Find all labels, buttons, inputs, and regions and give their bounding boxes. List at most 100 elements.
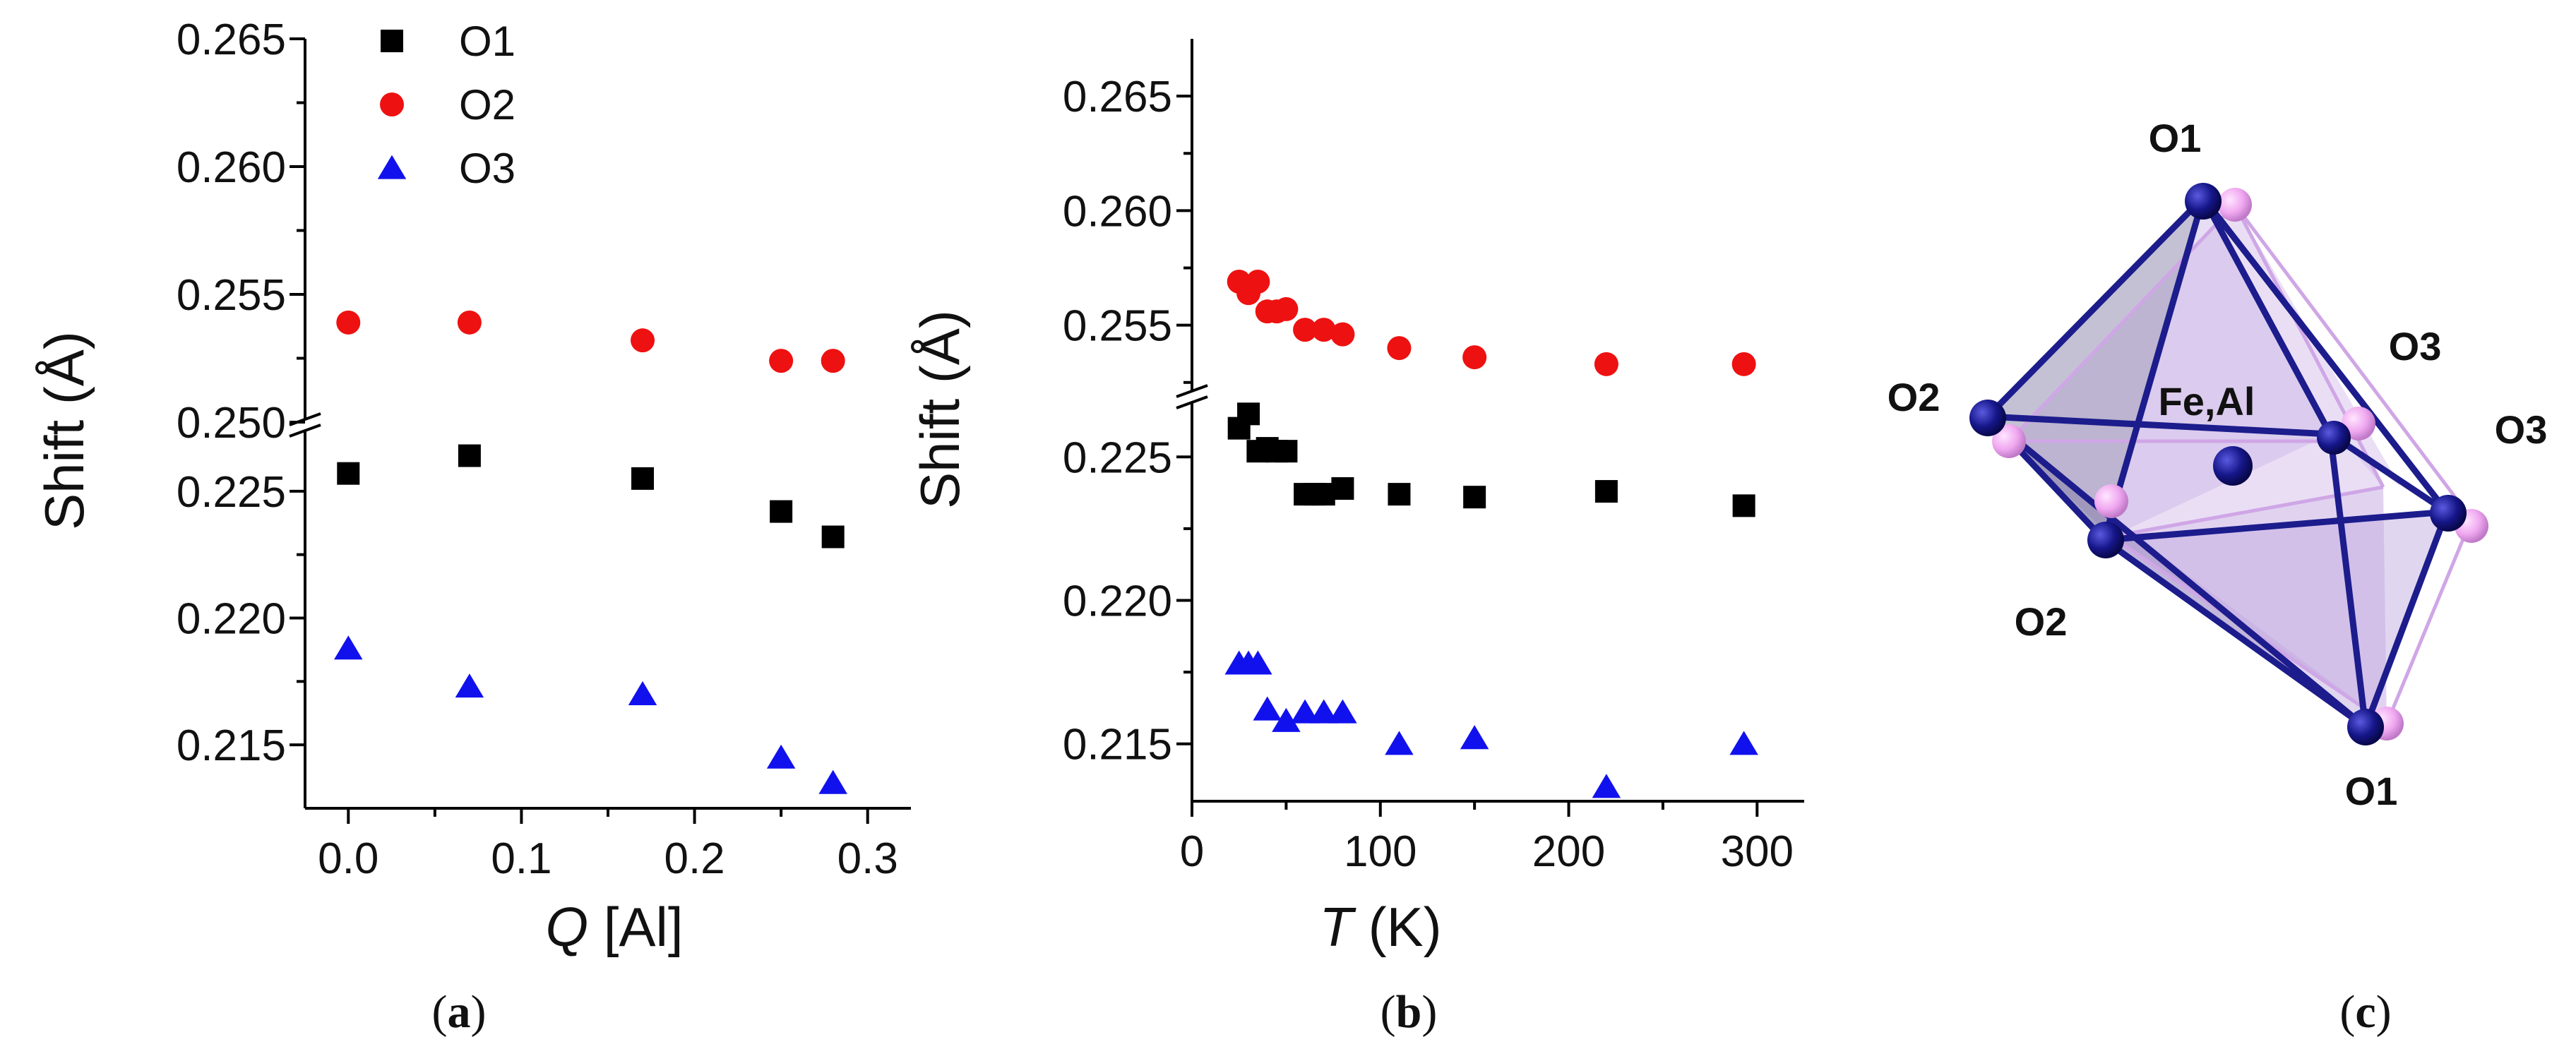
atom-o3-back-light	[2342, 407, 2375, 440]
panel-b-o3-point	[1290, 699, 1320, 724]
panel-b-o1-point	[1463, 486, 1486, 509]
panel-a-y-tick-label: 0.260	[177, 143, 286, 192]
atom-o1-top-light	[2218, 188, 2252, 222]
legend-o3-marker	[377, 155, 407, 179]
panel-a-x-tick-label: 0.1	[491, 834, 551, 883]
panel-a-o2-point	[821, 349, 845, 373]
panel-a-x-axis-variable: Q	[545, 896, 588, 958]
panel-b-y-tick-label: 0.265	[1063, 73, 1172, 121]
panel-b-o2-point	[1311, 318, 1336, 342]
panel-b-o1-point	[1732, 494, 1755, 517]
panel-b-caption: (b)	[1381, 986, 1438, 1038]
panel-b-o3-point	[1244, 650, 1272, 675]
panel-b-o1-point	[1275, 440, 1298, 463]
panel-a-o2-point	[457, 310, 482, 335]
panel-a-caption: (a)	[432, 986, 487, 1038]
panel-b-o2-point	[1594, 352, 1618, 376]
atom-o2-left-light	[1992, 424, 2026, 458]
panel-a-y-tick-label: 0.255	[177, 271, 286, 320]
panel-a-o1-point	[337, 462, 360, 485]
panel-b-x-axis-variable: T	[1319, 896, 1356, 958]
panel-a-x-tick-label: 0.2	[664, 834, 724, 883]
panel-a-axis-break-mark	[289, 424, 321, 438]
panel-b-o3-point	[1328, 699, 1357, 724]
panel-b-y-tick-label: 0.225	[1063, 433, 1172, 482]
label-o3-back: O3	[2389, 324, 2442, 368]
panel-a-o2-point	[769, 349, 794, 373]
panel-a-legend: O1 O2 O3	[377, 18, 515, 192]
panel-b-axes: 0 100 200 300 0.255 0.260 0.265 0.215 0.220 0.225	[1063, 39, 1804, 876]
label-o1-bottom: O1	[2345, 769, 2398, 813]
panel-a-o3-point	[334, 635, 363, 660]
panel-b-o2-point	[1246, 269, 1270, 294]
panel-a-o2-point	[336, 310, 361, 335]
dark-octahedron-edges	[1984, 194, 2450, 731]
atom-o2-front-light	[2094, 484, 2128, 518]
panel-b-o3-point	[1729, 731, 1758, 755]
panel-b-o3-point	[1309, 699, 1338, 724]
panel-a-x-tick-label: 0.0	[318, 834, 378, 883]
panel-b-o1-point	[1331, 476, 1354, 500]
panel-b-x-tick-label: 300	[1721, 827, 1794, 876]
atom-o1-bottom	[2347, 709, 2384, 745]
panel-a-x-axis-title: Q [Al]	[545, 896, 683, 958]
panel-a-y-tick-label: 0.265	[177, 16, 286, 64]
atom-o3-right	[2430, 495, 2467, 532]
panel-a-y-tick-label: 0.250	[177, 399, 286, 448]
panel-a-o1-point	[821, 525, 845, 549]
panel-a-o3-point	[766, 744, 796, 769]
panel-b-o3-point	[1592, 774, 1621, 798]
panel-b-y-tick-label: 0.260	[1063, 187, 1172, 236]
panel-a-y-tick-label: 0.225	[177, 468, 286, 517]
panel-b-y-axis-title: Shift (Å)	[909, 310, 971, 509]
panel-b-o2-point	[1731, 352, 1756, 376]
panel-a-data-marks	[334, 310, 847, 794]
panel-b-o1-point	[1237, 402, 1260, 426]
panel-b-data-marks	[1224, 269, 1758, 798]
panel-a-o1-point	[631, 467, 655, 490]
panel-a-o1-point	[770, 500, 793, 523]
panel-b-o2-point	[1330, 322, 1355, 347]
label-o1-top: O1	[2149, 116, 2202, 160]
panel-a-y-tick-label: 0.215	[177, 721, 286, 770]
atom-o2-left	[1969, 400, 2006, 436]
panel-a-axes: 0.0 0.1 0.2 0.3 0.250 0.255 0.260 0.265 0.215 0.2…	[177, 16, 911, 883]
panel-b-o1-point	[1312, 483, 1335, 506]
label-o2-front: O2	[2015, 599, 2068, 644]
panel-b-y-tick-label: 0.215	[1063, 721, 1172, 769]
panel-a-o3-point	[455, 673, 484, 698]
panel-a-y-tick-label: 0.220	[177, 595, 286, 644]
label-o3-right: O3	[2495, 407, 2548, 452]
atom-o1-top	[2185, 183, 2222, 220]
panel-b: 0 100 200 300 0.255 0.260 0.265 0.215 0.220 0.225…	[909, 39, 1804, 1038]
label-fe-al: Fe,Al	[2159, 379, 2255, 424]
legend-o1-marker	[381, 30, 403, 52]
panel-b-y-tick-label: 0.220	[1063, 577, 1172, 626]
legend-o2-label: O2	[459, 81, 515, 128]
panel-b-o3-point	[1385, 731, 1414, 755]
panel-a-x-tick-label: 0.3	[837, 834, 898, 883]
panel-a-o3-point	[628, 681, 657, 705]
panel-c-structure: O1 O3 O2 Fe,Al O3 O2 O1 (c)	[1888, 116, 2548, 1038]
panel-b-y-tick-label: 0.255	[1063, 302, 1172, 351]
panel-a-o1-point	[458, 444, 481, 467]
panel-a-o2-point	[631, 328, 655, 353]
dark-octahedron-face-front	[2104, 198, 2330, 540]
panel-b-o1-point	[1388, 483, 1411, 506]
panel-b-x-tick-label: 0	[1180, 827, 1204, 876]
panel-b-x-tick-label: 100	[1344, 827, 1417, 876]
panel-b-x-tick-label: 200	[1532, 827, 1605, 876]
panel-b-o3-point	[1272, 707, 1301, 732]
panel-b-o3-point	[1253, 696, 1282, 721]
label-o2-left: O2	[1888, 375, 1940, 419]
panel-b-x-axis-unit: (K)	[1353, 896, 1442, 958]
panel-b-axis-break-mark	[1176, 384, 1208, 398]
atom-o2-front	[2087, 522, 2124, 558]
panel-a: 0.0 0.1 0.2 0.3 0.250 0.255 0.260 0.265 0.215 0.2…	[33, 16, 911, 1038]
panel-b-o2-point	[1293, 318, 1318, 342]
panel-b-axis-break-mark	[1176, 395, 1208, 409]
panel-b-o2-point	[1274, 296, 1299, 321]
dark-octahedron-face-left	[1988, 198, 2203, 540]
panel-b-o2-point	[1462, 345, 1487, 370]
